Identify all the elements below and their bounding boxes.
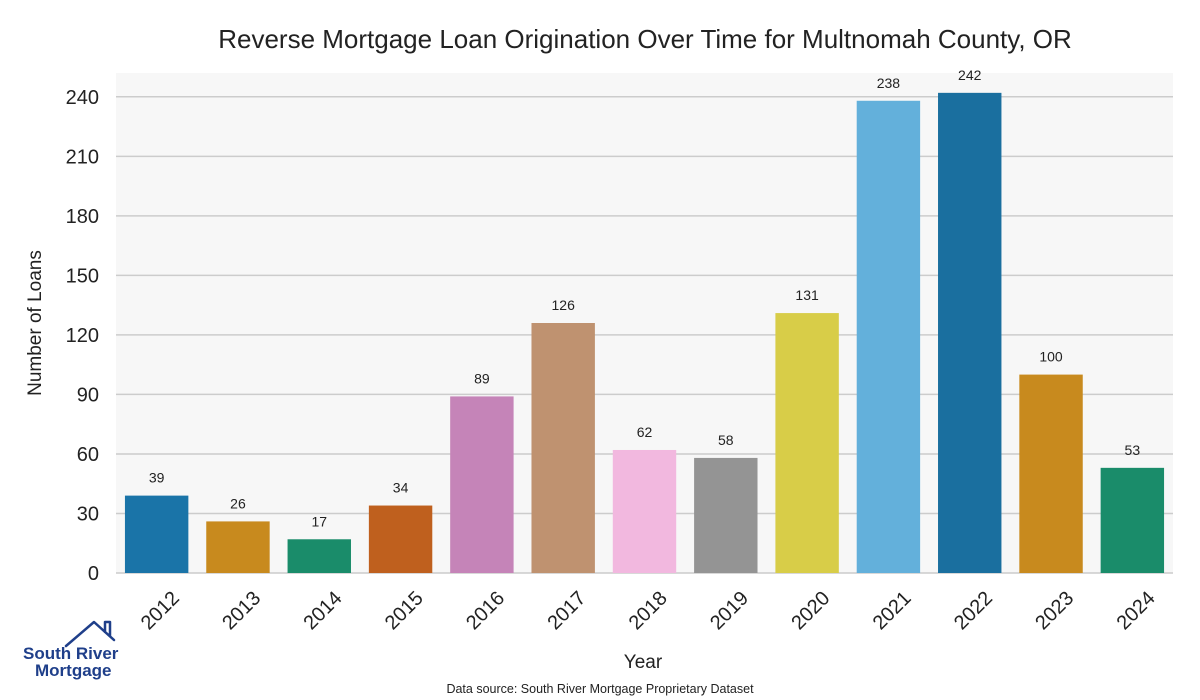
x-tick-label-2020: 2020 bbox=[787, 587, 834, 634]
house-outline-icon bbox=[64, 620, 116, 648]
bar-2023 bbox=[1019, 374, 1083, 573]
company-logo: South River Mortgage bbox=[23, 620, 119, 680]
bar-2017 bbox=[531, 323, 595, 573]
data-labels: 39 26 17 34 89 126 62 58 131 238 242 100 53 bbox=[149, 67, 1140, 529]
logo-text-line2: Mortgage bbox=[35, 661, 112, 680]
bar-2021 bbox=[856, 100, 921, 574]
data-label-2013: 26 bbox=[230, 495, 246, 511]
data-label-2018: 62 bbox=[637, 424, 653, 440]
x-tick-label-2017: 2017 bbox=[543, 587, 590, 634]
chart-title: Reverse Mortgage Loan Origination Over T… bbox=[218, 24, 1072, 54]
y-tick-label: 210 bbox=[66, 146, 99, 168]
data-label-2023: 100 bbox=[1039, 349, 1063, 365]
y-tick-label: 90 bbox=[77, 384, 99, 406]
y-tick-label: 180 bbox=[66, 206, 99, 228]
bar-2014 bbox=[287, 539, 351, 573]
bar-2012 bbox=[124, 495, 189, 573]
bar-2015 bbox=[368, 505, 433, 573]
y-tick-label: 240 bbox=[66, 87, 99, 109]
logo-text-line1: South River bbox=[23, 644, 119, 663]
bar-2013 bbox=[206, 521, 270, 573]
x-tick-label-2012: 2012 bbox=[137, 587, 184, 634]
bar-2020 bbox=[775, 313, 839, 573]
y-tick-label: 30 bbox=[77, 503, 99, 525]
y-axis-label: Number of Loans bbox=[25, 250, 46, 396]
x-tick-label-2022: 2022 bbox=[950, 587, 997, 634]
data-label-2017: 126 bbox=[552, 297, 576, 313]
source-note: Data source: South River Mortgage Propri… bbox=[446, 682, 754, 696]
data-label-2020: 131 bbox=[795, 287, 819, 303]
x-tick-label-2016: 2016 bbox=[462, 587, 509, 634]
x-tick-label-2021: 2021 bbox=[869, 587, 916, 634]
bar-2016 bbox=[450, 396, 514, 573]
bar-2022 bbox=[938, 92, 1002, 573]
data-label-2021: 238 bbox=[877, 75, 901, 91]
data-label-2022: 242 bbox=[958, 67, 982, 83]
bar-2019 bbox=[694, 457, 758, 573]
x-axis-ticks: 2012 2013 2014 2015 2016 2017 2018 2019 2020 2021… bbox=[137, 587, 1160, 634]
x-tick-label-2014: 2014 bbox=[300, 587, 347, 634]
data-label-2014: 17 bbox=[311, 513, 327, 529]
y-tick-label: 0 bbox=[88, 563, 99, 585]
data-label-2012: 39 bbox=[149, 470, 165, 486]
data-label-2019: 58 bbox=[718, 432, 734, 448]
data-label-2015: 34 bbox=[393, 480, 409, 496]
x-tick-label-2015: 2015 bbox=[381, 587, 428, 634]
bar-2018 bbox=[612, 449, 677, 573]
y-tick-label: 120 bbox=[66, 325, 99, 347]
x-axis-label: Year bbox=[624, 652, 663, 673]
data-label-2016: 89 bbox=[474, 370, 490, 386]
bars bbox=[124, 92, 1165, 574]
x-tick-label-2019: 2019 bbox=[706, 587, 753, 634]
x-tick-label-2013: 2013 bbox=[218, 587, 265, 634]
x-tick-label-2023: 2023 bbox=[1031, 587, 1078, 634]
x-tick-label-2024: 2024 bbox=[1113, 587, 1160, 634]
y-axis-ticks: 0 30 60 90 120 150 180 210 240 bbox=[66, 87, 99, 585]
x-tick-label-2018: 2018 bbox=[625, 587, 672, 634]
bar-2024 bbox=[1100, 467, 1165, 573]
data-label-2024: 53 bbox=[1125, 442, 1141, 458]
y-tick-label: 150 bbox=[66, 265, 99, 287]
y-tick-label: 60 bbox=[77, 444, 99, 466]
